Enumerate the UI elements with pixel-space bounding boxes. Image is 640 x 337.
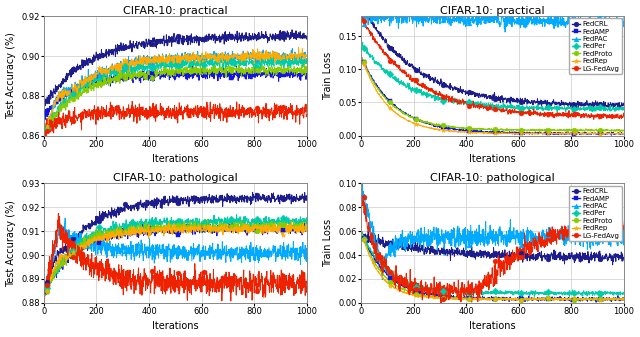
Title: CIFAR-10: pathological: CIFAR-10: pathological (430, 173, 555, 183)
Y-axis label: Test Accuracy (%): Test Accuracy (%) (6, 33, 15, 119)
X-axis label: Iterations: Iterations (469, 321, 516, 332)
Y-axis label: Test Accuracy (%): Test Accuracy (%) (6, 200, 15, 286)
Y-axis label: Train Loss: Train Loss (323, 219, 333, 267)
Legend: FedCRL, FedAMP, FedPAC, FedPer, FedProto, FedRep, LG-FedAvg: FedCRL, FedAMP, FedPAC, FedPer, FedProto… (569, 186, 622, 241)
Title: CIFAR-10: practical: CIFAR-10: practical (440, 5, 545, 16)
Title: CIFAR-10: pathological: CIFAR-10: pathological (113, 173, 237, 183)
Legend: FedCRL, FedAMP, FedPAC, FedPer, FedProto, FedRep, LG-FedAvg: FedCRL, FedAMP, FedPAC, FedPer, FedProto… (569, 19, 622, 74)
X-axis label: Iterations: Iterations (152, 321, 198, 332)
Title: CIFAR-10: practical: CIFAR-10: practical (123, 5, 228, 16)
X-axis label: Iterations: Iterations (152, 154, 198, 164)
X-axis label: Iterations: Iterations (469, 154, 516, 164)
Y-axis label: Train Loss: Train Loss (323, 52, 333, 100)
